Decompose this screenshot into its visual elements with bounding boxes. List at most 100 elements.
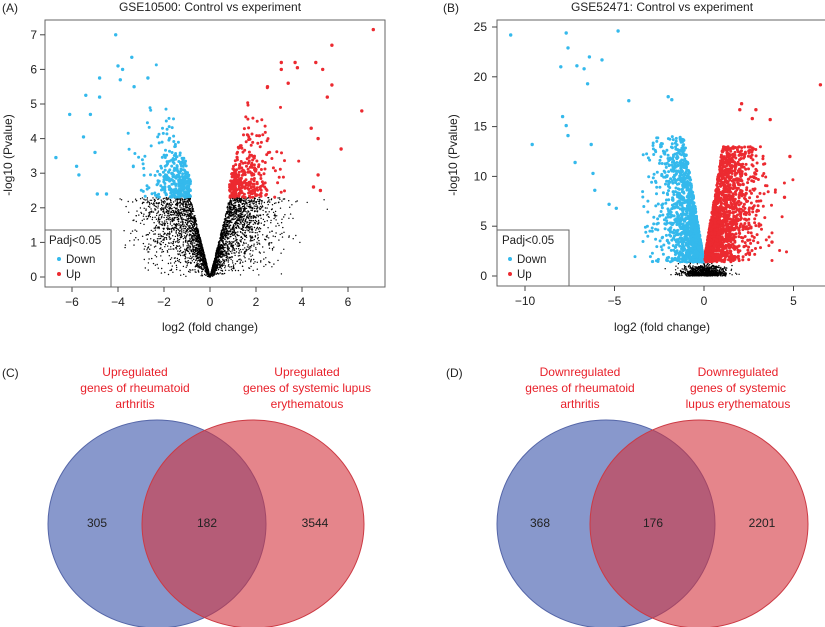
ns-point (213, 265, 215, 267)
ns-point (200, 275, 202, 277)
ns-point (258, 227, 261, 229)
ns-point (158, 220, 161, 222)
ns-point (250, 228, 253, 231)
down-point (161, 126, 164, 130)
ns-point (167, 198, 170, 200)
down-point (165, 127, 169, 131)
panel-a-label: (A) (2, 1, 18, 15)
x-tick-label: 2 (253, 295, 260, 309)
up-point (260, 184, 264, 188)
ns-point (249, 231, 251, 233)
down-point (156, 169, 160, 173)
ns-point (242, 213, 244, 215)
ns-point (268, 261, 270, 263)
ns-point (169, 269, 171, 272)
ns-point (178, 210, 180, 213)
up-point (280, 151, 283, 155)
ns-point (241, 211, 244, 213)
ns-point (227, 237, 230, 239)
ns-point (191, 218, 193, 220)
ns-point (161, 200, 163, 202)
up-point (250, 161, 254, 165)
ns-point (168, 203, 170, 206)
down-point (182, 168, 185, 172)
ns-point (237, 242, 239, 244)
ns-point (191, 249, 193, 251)
ns-point (191, 204, 193, 206)
ns-point (248, 258, 250, 260)
ns-point (239, 239, 241, 241)
ns-point (258, 239, 260, 242)
ns-point (273, 263, 275, 265)
ns-point (186, 206, 189, 208)
ns-point (183, 212, 185, 215)
ns-point (281, 236, 284, 238)
ns-point (143, 218, 145, 220)
ns-point (256, 268, 258, 270)
ns-point (225, 213, 227, 215)
ns-point (257, 228, 260, 230)
ns-point (165, 238, 168, 240)
ns-point (675, 271, 677, 274)
up-point (252, 163, 256, 167)
ns-point (179, 254, 182, 257)
ns-point (161, 216, 163, 218)
ns-point (225, 211, 228, 213)
ns-point (147, 251, 149, 253)
ns-point (259, 252, 261, 254)
ns-point (232, 262, 234, 264)
ns-point (166, 198, 169, 200)
ns-point (244, 239, 246, 241)
ns-point (143, 258, 145, 261)
ns-point (174, 224, 176, 226)
y-tick-label: 2 (30, 201, 37, 215)
down-point (142, 166, 146, 170)
down-point (143, 154, 147, 158)
ns-point (283, 248, 285, 250)
ns-point (246, 229, 248, 231)
ns-point (233, 228, 236, 230)
ns-point (224, 238, 226, 241)
ns-point (160, 247, 162, 249)
ns-point (173, 212, 176, 215)
ns-point (239, 209, 241, 211)
down-point (162, 178, 166, 182)
ns-point (175, 264, 178, 267)
ns-point (224, 259, 226, 261)
ns-point (677, 274, 679, 276)
panel-a-points (54, 27, 375, 278)
ns-point (226, 213, 229, 215)
ns-point (715, 269, 717, 271)
ns-point (178, 214, 180, 216)
ns-point (267, 227, 269, 229)
up-point (246, 101, 250, 105)
ns-point (242, 215, 244, 217)
ns-point (204, 261, 206, 263)
ns-point (222, 250, 225, 253)
up-point (236, 150, 239, 154)
ns-point (197, 269, 199, 271)
ns-point (259, 228, 262, 230)
up-point (252, 177, 256, 180)
ns-point (235, 224, 237, 226)
ns-point (232, 230, 234, 232)
ns-point (268, 237, 270, 239)
ns-point (150, 238, 152, 240)
ns-point (189, 200, 191, 203)
ns-point (267, 216, 270, 218)
ns-point (236, 211, 238, 213)
ns-point (180, 208, 182, 210)
ns-point (185, 235, 187, 238)
ns-point (703, 263, 706, 266)
up-point (281, 175, 285, 179)
ns-point (282, 226, 284, 229)
down-point (183, 161, 187, 165)
ns-point (189, 247, 192, 249)
ns-point (201, 275, 204, 277)
ns-point (198, 253, 201, 255)
up-point (255, 193, 259, 197)
ns-point (145, 208, 147, 210)
ns-point (263, 224, 265, 226)
ns-point (221, 238, 223, 240)
ns-point (288, 217, 290, 219)
